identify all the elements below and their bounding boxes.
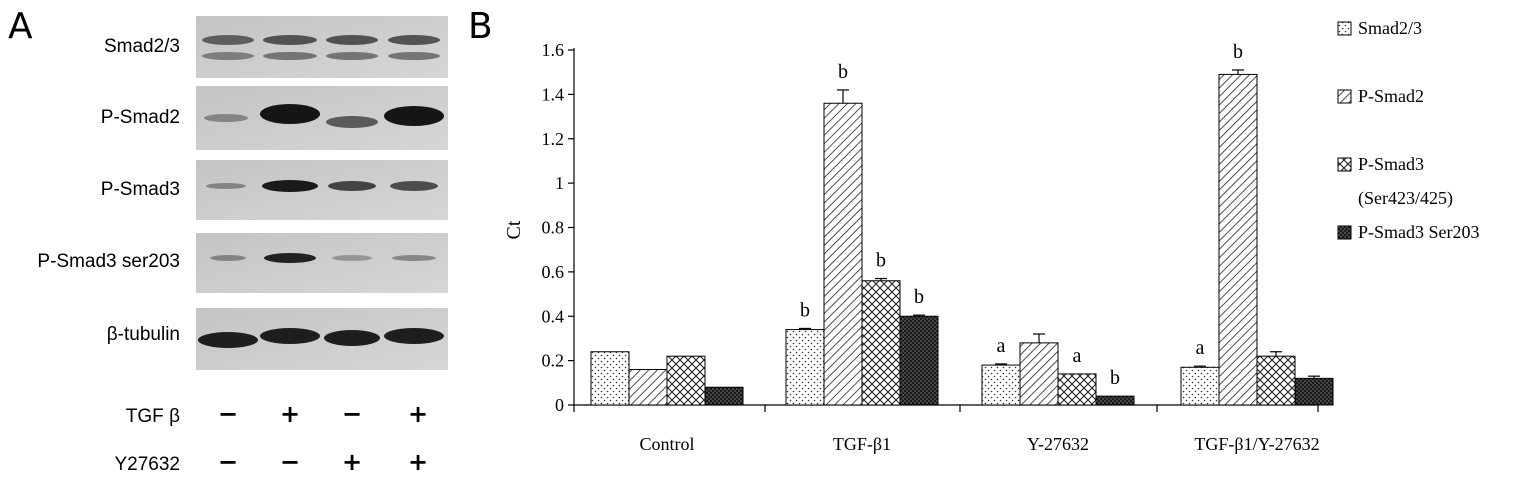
- y27632-sign-lane4: +: [408, 448, 428, 476]
- significance-label: a: [1073, 345, 1082, 367]
- blot-label-p-smad3-ser203: P-Smad3 ser203: [37, 251, 180, 272]
- tgf-sign-lane2: +: [280, 400, 300, 428]
- blot-strip-smad23: [196, 16, 448, 78]
- y27632-sign-lane1: −: [218, 448, 238, 476]
- bar: [666, 355, 706, 406]
- bar: [1294, 377, 1334, 406]
- bar: [1019, 342, 1059, 406]
- y-tick-label: 1: [555, 173, 564, 193]
- blot-strip-p-smad3: [196, 160, 448, 220]
- legend-swatch: [1337, 21, 1352, 36]
- y-tick-label: 0.2: [542, 351, 565, 371]
- x-category-label: TGF-β1/Y-27632: [1194, 434, 1319, 454]
- tgf-sign-lane3: −: [342, 400, 362, 428]
- x-category-label: Y-27632: [1027, 434, 1089, 454]
- legend-label: P-Smad3 Ser203: [1358, 222, 1480, 242]
- significance-label: b: [1233, 41, 1243, 63]
- x-category-label: TGF-β1: [833, 434, 891, 454]
- blot-strip-p-smad2: [196, 86, 448, 150]
- significance-label: b: [1110, 367, 1120, 389]
- bar: [1256, 355, 1296, 406]
- legend-swatch: [1337, 89, 1352, 104]
- blot-label-p-smad3: P-Smad3: [101, 179, 180, 200]
- significance-label: b: [876, 250, 886, 272]
- blot-label-beta-tubulin: β-tubulin: [107, 324, 180, 345]
- y-tick-label: 1.6: [542, 40, 565, 60]
- tgf-sign-lane1: −: [218, 400, 238, 428]
- blot-labels: Smad2/3 P-Smad2 P-Smad3 P-Smad3 ser203 β…: [37, 36, 180, 345]
- legend-label: P-Smad3: [1358, 154, 1424, 174]
- bar: [1057, 373, 1097, 406]
- treatment-label-y27632: Y27632: [114, 454, 180, 475]
- legend-label: Smad2/3: [1358, 18, 1422, 38]
- tgf-sign-lane4: +: [408, 400, 428, 428]
- x-category-label: Control: [639, 434, 694, 454]
- significance-label: b: [914, 286, 924, 308]
- panel-b-letter: B: [468, 6, 493, 47]
- y-tick-label: 0.8: [542, 218, 565, 238]
- treatment-table: TGF β − + − + Y27632 − − + +: [114, 400, 428, 476]
- blot-label-p-smad2: P-Smad2: [101, 107, 180, 128]
- bar: [1095, 395, 1135, 406]
- bar: [1218, 73, 1258, 406]
- significance-label: a: [997, 335, 1006, 357]
- bar: [628, 369, 668, 406]
- y27632-sign-lane3: +: [342, 448, 362, 476]
- y-axis-title: Ct: [503, 220, 525, 239]
- blot-label-smad23: Smad2/3: [104, 36, 180, 57]
- legend-label: P-Smad2: [1358, 86, 1424, 106]
- significance-label: b: [838, 61, 848, 83]
- bar: [1180, 366, 1220, 406]
- bar: [785, 329, 825, 406]
- bar: [981, 364, 1021, 406]
- legend-label: (Ser423/425): [1358, 188, 1453, 209]
- y27632-sign-lane2: −: [280, 448, 300, 476]
- y-tick-label: 0.6: [542, 262, 565, 282]
- blot-strip-beta-tubulin: [196, 308, 448, 370]
- treatment-label-tgf: TGF β: [126, 406, 180, 427]
- legend: Smad2/3 P-Smad2 P-Smad3 (Ser423/425) P-Smad3…: [1337, 18, 1480, 242]
- significance-label: b: [800, 299, 810, 321]
- significance-label: a: [1196, 337, 1205, 359]
- y-tick-label: 1.4: [542, 84, 565, 104]
- bar: [704, 386, 744, 406]
- y-tick-label: 1.2: [542, 129, 565, 149]
- bar-chart: Ct 0 0.2 0.4 0.6 0.8 1 1.2 1.4 1.6 Control TGF-β1 Y-…: [503, 40, 1334, 454]
- legend-swatch: [1337, 225, 1352, 240]
- y-tick-label: 0.4: [542, 306, 565, 326]
- bar: [899, 315, 939, 406]
- bar: [861, 280, 901, 406]
- bar: [823, 102, 863, 406]
- y-tick-label: 0: [555, 395, 564, 415]
- panel-a-letter: A: [8, 6, 33, 47]
- legend-swatch: [1337, 157, 1352, 172]
- bar: [590, 351, 630, 406]
- blot-strip-p-smad3-ser203: [196, 233, 448, 293]
